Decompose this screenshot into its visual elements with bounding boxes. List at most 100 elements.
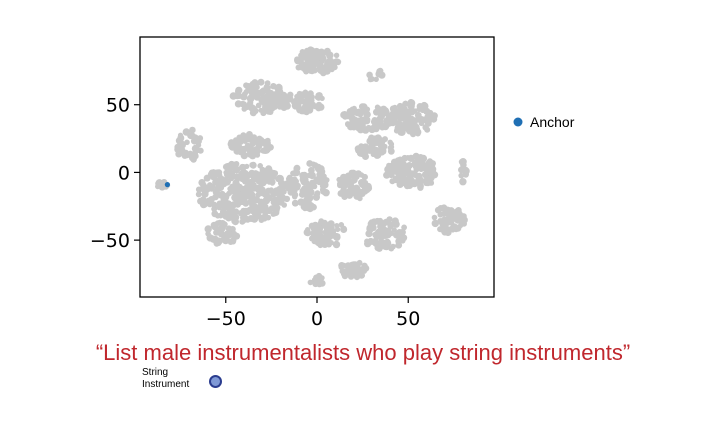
scatter-point [389, 110, 396, 117]
scatter-point [207, 201, 213, 208]
scatter-point [389, 105, 397, 113]
scatter-point [329, 228, 337, 235]
scatter-point [323, 62, 329, 69]
scatter-point [380, 232, 387, 240]
scatter-point [361, 143, 368, 151]
scatter-point [387, 222, 394, 230]
scatter-point [338, 222, 345, 228]
scatter-point [297, 97, 304, 105]
scatter-point [239, 164, 246, 172]
scatter-point [238, 170, 245, 178]
scatter-point [349, 106, 356, 113]
scatter-point [237, 210, 245, 217]
scatter-point [276, 174, 283, 181]
scatter-point [224, 163, 230, 169]
scatter-point [232, 208, 240, 215]
scatter-point [308, 166, 315, 174]
point-cluster [286, 160, 330, 213]
scatter-point [201, 202, 207, 208]
point-cluster [229, 78, 294, 117]
scatter-point [264, 98, 272, 106]
scatter-point [206, 234, 214, 242]
scatter-point [405, 162, 413, 169]
point-cluster [204, 219, 241, 247]
x-tick-label: 0 [311, 308, 323, 330]
scatter-point [296, 90, 303, 97]
point-cluster [431, 204, 468, 237]
scatter-point [383, 171, 391, 179]
scatter-point [272, 197, 280, 205]
scatter-point [313, 176, 321, 184]
scatter-point [241, 91, 248, 97]
scatter-point [412, 108, 418, 114]
scatter-point [307, 194, 314, 201]
scatter-point [246, 181, 253, 188]
scatter-point [421, 178, 428, 184]
y-tick-label: 50 [106, 95, 130, 117]
scatter-point [200, 182, 207, 190]
scatter-point [352, 261, 359, 268]
scatter-point [352, 171, 360, 179]
scatter-point [262, 105, 269, 112]
scatter-point [193, 137, 200, 143]
scatter-point [236, 191, 243, 198]
scatter-point [437, 218, 443, 224]
x-tick-label: 50 [396, 308, 420, 330]
point-cluster [458, 158, 470, 186]
scatter-point [368, 219, 376, 227]
scatter-point [381, 242, 389, 250]
scatter-point [364, 238, 370, 245]
point-cluster [291, 89, 325, 116]
scatter-point [208, 169, 216, 177]
scatter-point [386, 162, 392, 169]
scatter-point [189, 126, 196, 134]
scatter-point [213, 169, 222, 177]
scatter-point [263, 147, 270, 154]
scatter-point [303, 228, 311, 237]
scatter-point [399, 127, 405, 133]
scatter-point [296, 106, 304, 114]
scatter-point [197, 197, 204, 205]
scatter-point [204, 186, 211, 193]
scatter-point [228, 165, 235, 172]
scatter-point [304, 96, 310, 102]
scatter-point [316, 225, 322, 232]
scatter-point [406, 175, 412, 181]
scatter-point [355, 124, 362, 132]
scatter-point [314, 190, 321, 197]
scatter-point [361, 262, 368, 270]
scatter-point [412, 152, 420, 161]
scatter-point [174, 145, 181, 153]
scatter-point [374, 240, 382, 249]
scatter-point [414, 111, 422, 119]
scatter-point [382, 107, 389, 114]
scatter-point [227, 186, 233, 192]
scatter-point [361, 174, 368, 181]
y-tick-label: −50 [90, 230, 130, 252]
scatter-point [395, 237, 402, 245]
scatter-point [177, 132, 184, 138]
scatter-point [373, 76, 379, 83]
scatter-point [249, 162, 255, 168]
scatter-point [373, 135, 380, 142]
scatter-point [346, 178, 354, 186]
point-cluster [364, 216, 408, 252]
scatter-point [308, 58, 315, 65]
scatter-point [341, 193, 348, 200]
scatter-point [268, 171, 275, 178]
scatter-point [266, 195, 273, 202]
scatter-point [244, 142, 252, 150]
scatter-point [331, 64, 338, 71]
scatter-point [228, 175, 235, 182]
scatter-point [303, 108, 310, 116]
scatter-point [291, 102, 299, 110]
scatter-point [317, 67, 325, 74]
scatter-point [223, 169, 229, 176]
scatter-point [332, 240, 341, 249]
scatter-point [365, 124, 372, 131]
scatter-point [321, 181, 329, 189]
scatter-point [214, 188, 220, 195]
scatter-point [216, 219, 223, 226]
scatter-point [441, 216, 449, 225]
scatter-point [309, 205, 315, 211]
